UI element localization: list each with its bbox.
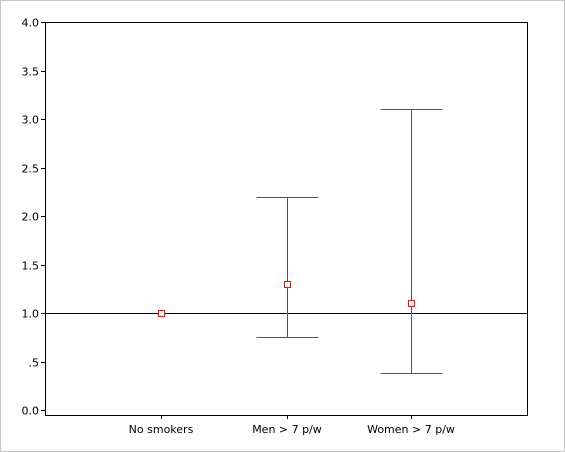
x-tick-label: No smokers bbox=[129, 423, 194, 436]
point-marker bbox=[408, 300, 415, 307]
y-tick-label: 1.5 bbox=[22, 260, 40, 273]
y-axis: 0.0 .5 1.0 1.5 2.0 2.5 3.0 3.5 4.0 bbox=[22, 17, 45, 418]
point-marker bbox=[284, 281, 291, 288]
x-tick-label: Men > 7 p/w bbox=[252, 423, 322, 436]
point-marker bbox=[158, 310, 165, 317]
y-tick-label: 0.0 bbox=[22, 405, 40, 418]
y-tick-label: 2.5 bbox=[22, 163, 40, 176]
y-tick-label: 1.0 bbox=[22, 308, 40, 321]
y-tick-label: .5 bbox=[29, 357, 40, 370]
plot-frame bbox=[45, 22, 528, 416]
y-tick-label: 2.0 bbox=[22, 211, 40, 224]
y-tick-label: 4.0 bbox=[22, 17, 40, 30]
x-axis: No smokers Men > 7 p/w Women > 7 p/w bbox=[129, 415, 455, 436]
y-tick-label: 3.0 bbox=[22, 114, 40, 127]
y-tick-label: 3.5 bbox=[22, 66, 40, 79]
x-tick-label: Women > 7 p/w bbox=[367, 423, 455, 436]
data-marks bbox=[158, 109, 443, 374]
